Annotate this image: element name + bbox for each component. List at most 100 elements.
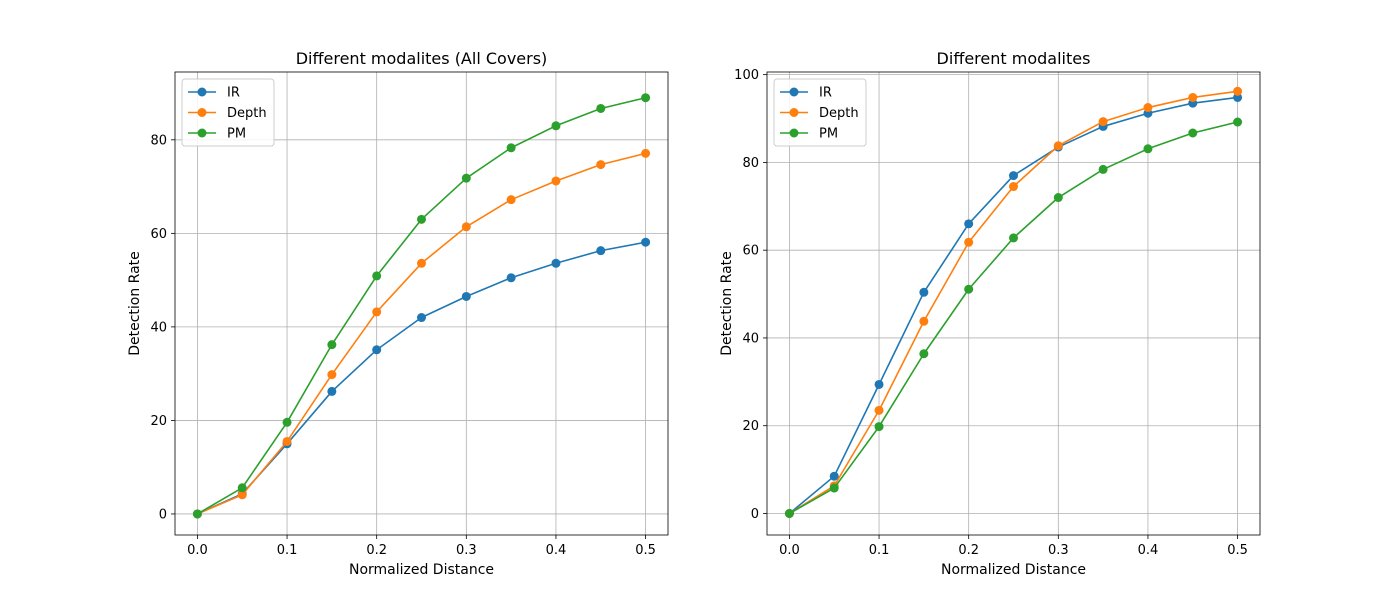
legend-box <box>181 78 275 147</box>
data-point-depth <box>641 148 651 158</box>
x-tick-label: 0.2 <box>958 543 979 558</box>
data-point-depth <box>919 316 929 326</box>
x-tick-label: 0.5 <box>1227 543 1248 558</box>
x-tick-label: 0.1 <box>869 543 890 558</box>
x-tick-label: 0.4 <box>546 543 567 558</box>
legend-marker-depth <box>197 108 207 117</box>
left-chart: 0.0 0.1 0.2 0.3 0.4 0.5 0 20 40 60 80 Different mod… <box>127 49 669 578</box>
y-tick-label: 60 <box>742 244 759 259</box>
chart-title: Different modalites <box>937 49 1091 68</box>
x-tick-label: 0.1 <box>277 543 298 558</box>
legend-label-depth: Depth <box>227 106 267 121</box>
legend-marker-pm <box>789 128 799 138</box>
data-point-depth <box>1009 182 1018 192</box>
x-tick-label: 0.3 <box>456 543 477 558</box>
data-point-pm <box>551 121 561 131</box>
data-point-pm <box>417 214 426 224</box>
axes-frame <box>174 71 669 536</box>
chart-title: Different modalites (All Covers) <box>296 49 548 68</box>
legend-label-pm: PM <box>819 127 838 142</box>
data-point-depth <box>417 258 426 268</box>
data-point-ir <box>919 287 929 297</box>
legend-label-ir: IR <box>227 86 240 101</box>
data-point-ir <box>417 313 426 323</box>
legend-marker-depth <box>789 108 799 117</box>
data-point-pm <box>1009 233 1018 243</box>
data-point-pm <box>192 509 202 519</box>
y-tick-label: 0 <box>159 507 167 522</box>
data-point-pm <box>1053 193 1063 203</box>
data-point-pm <box>641 93 651 103</box>
y-tick-label: 0 <box>751 507 759 522</box>
y-tick-label: 100 <box>734 68 759 83</box>
y-tick-label: 80 <box>150 133 167 148</box>
data-point-ir <box>327 386 337 396</box>
axes-frame <box>766 71 1261 536</box>
y-tick-label: 40 <box>150 320 167 335</box>
data-point-pm <box>596 103 606 113</box>
data-point-ir <box>964 219 974 229</box>
y-axis-label: Detection Rate <box>127 251 143 356</box>
y-tick-label: 60 <box>150 227 167 242</box>
legend-box <box>773 78 867 147</box>
data-point-depth <box>327 370 337 380</box>
data-point-depth <box>1143 103 1153 113</box>
data-point-pm <box>784 508 794 518</box>
data-point-pm <box>964 284 974 294</box>
y-axis-label: Detection Rate <box>719 251 735 356</box>
data-point-depth <box>1188 92 1198 102</box>
data-point-ir <box>829 471 839 481</box>
legend-marker-ir <box>197 87 207 97</box>
data-point-depth <box>964 237 974 247</box>
data-point-depth <box>1053 141 1063 151</box>
data-point-pm <box>327 340 337 350</box>
data-point-ir <box>1009 171 1018 181</box>
data-point-ir <box>372 345 382 355</box>
legend-label-depth: Depth <box>819 106 859 121</box>
data-point-pm <box>282 417 292 427</box>
data-point-depth <box>1098 117 1108 127</box>
y-tick-label: 20 <box>742 419 759 434</box>
data-point-depth <box>282 436 292 446</box>
data-point-depth <box>1233 86 1243 96</box>
x-tick-label: 0.2 <box>366 543 387 558</box>
x-tick-label: 0.3 <box>1048 543 1069 558</box>
data-point-depth <box>461 222 471 232</box>
data-point-depth <box>596 160 606 170</box>
data-point-pm <box>1233 117 1243 127</box>
x-tick-label: 0.4 <box>1138 543 1159 558</box>
data-point-pm <box>372 271 382 281</box>
y-tick-label: 80 <box>742 156 759 171</box>
x-axis-label: Normalized Distance <box>941 562 1086 578</box>
y-tick-label: 40 <box>742 331 759 346</box>
legend-marker-pm <box>197 128 207 138</box>
x-tick-label: 0.0 <box>779 543 800 558</box>
data-point-depth <box>372 307 382 317</box>
legend-marker-ir <box>789 87 799 97</box>
data-point-pm <box>506 143 516 153</box>
data-point-pm <box>829 483 839 493</box>
data-point-depth <box>874 405 884 415</box>
data-point-pm <box>1143 144 1153 154</box>
data-point-pm <box>919 349 929 359</box>
data-point-pm <box>1188 128 1198 138</box>
x-axis-label: Normalized Distance <box>349 562 494 578</box>
data-point-ir <box>874 379 884 389</box>
data-point-pm <box>461 173 471 183</box>
x-tick-label: 0.5 <box>635 543 656 558</box>
legend-label-ir: IR <box>819 86 832 101</box>
data-point-depth <box>551 176 561 186</box>
data-point-depth <box>237 490 247 500</box>
legend-label-pm: PM <box>227 127 246 142</box>
data-point-pm <box>1098 164 1108 174</box>
data-point-depth <box>506 195 516 205</box>
data-point-ir <box>596 246 606 256</box>
right-chart: 0.0 0.1 0.2 0.3 0.4 0.5 0 20 40 60 80 100 Different … <box>719 49 1261 578</box>
data-point-ir <box>641 237 651 247</box>
data-point-pm <box>874 422 884 432</box>
data-point-ir <box>506 273 516 283</box>
data-point-pm <box>237 483 247 493</box>
x-tick-label: 0.0 <box>187 543 208 558</box>
data-point-ir <box>551 258 561 268</box>
